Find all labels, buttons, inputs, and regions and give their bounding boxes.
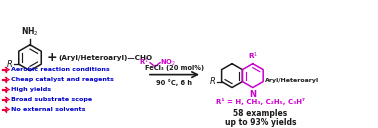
Text: +: + [47,51,57,64]
Text: 90 °C, 6 h: 90 °C, 6 h [156,79,192,86]
Text: (Aryl/Heteroaryl)—CHO: (Aryl/Heteroaryl)—CHO [58,55,152,61]
Text: Cheap catalyst and reagents: Cheap catalyst and reagents [11,77,114,82]
Text: R$^1$: R$^1$ [248,50,258,62]
Text: NO$_2$: NO$_2$ [160,58,176,68]
Text: Broad substrate scope: Broad substrate scope [11,97,92,102]
Text: R¹ = H, CH₃, C₂H₅, C₃H⁷: R¹ = H, CH₃, C₂H₅, C₃H⁷ [216,98,305,105]
Text: R: R [210,77,215,86]
Text: FeCl₃ (20 mol%): FeCl₃ (20 mol%) [145,65,204,71]
Text: up to 93% yields: up to 93% yields [225,118,296,127]
Text: N: N [249,90,256,99]
Text: R$^1$: R$^1$ [139,57,149,68]
Text: Aerobic reaction conditions: Aerobic reaction conditions [11,67,110,72]
Text: 58 examples: 58 examples [233,109,288,118]
Text: Aryl/Heteroaryl: Aryl/Heteroaryl [265,78,319,83]
Text: R: R [7,60,13,69]
Text: No external solvents: No external solvents [11,107,85,112]
Text: NH$_2$: NH$_2$ [21,25,39,38]
Text: High yields: High yields [11,87,51,92]
